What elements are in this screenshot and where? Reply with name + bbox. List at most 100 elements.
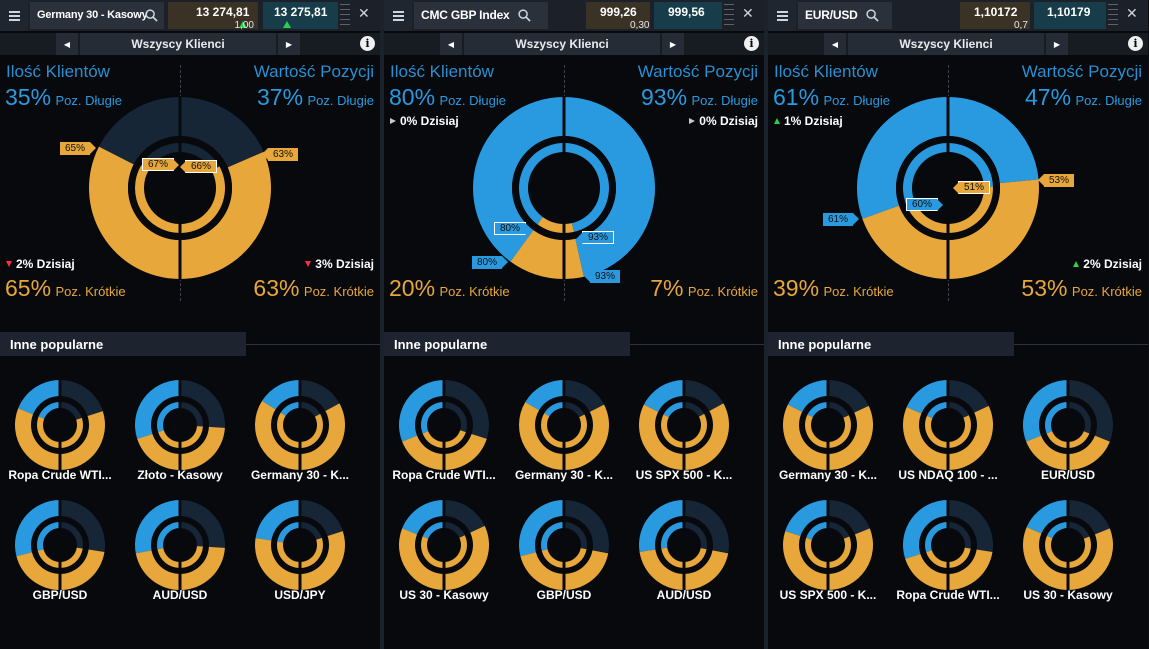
mini-inner-clients-short-arc xyxy=(421,536,444,568)
sell-price-button[interactable]: 13 274,81 xyxy=(168,2,258,29)
popular-instrument[interactable]: Germany 30 - K... xyxy=(240,372,360,484)
popular-instrument[interactable]: AUD/USD xyxy=(624,492,744,604)
popular-instrument[interactable]: US 30 - Kasowy xyxy=(1008,492,1128,604)
filter-prev-button[interactable]: ◀ xyxy=(440,33,462,55)
mini-inner-position-long-arc xyxy=(684,522,707,550)
filter-prev-button[interactable]: ◀ xyxy=(824,33,846,55)
mini-inner-clients-short-arc xyxy=(422,431,444,448)
position-title: Wartość Pozycji xyxy=(637,62,758,81)
up-arrow-icon xyxy=(1073,261,1080,267)
instrument-search[interactable]: CMC GBP Index xyxy=(414,2,548,29)
filter-value[interactable]: Wszyscy Klienci xyxy=(80,33,276,55)
drag-handle[interactable] xyxy=(340,4,350,27)
popular-instrument[interactable]: Ropa Crude WTI... xyxy=(888,492,1008,604)
mini-donut xyxy=(255,380,345,470)
position-long: 47% Poz. Długie xyxy=(1025,84,1142,111)
mini-clients-short-arc xyxy=(255,400,300,470)
mini-position-long-arc xyxy=(828,500,870,535)
mini-inner-clients-long-arc xyxy=(806,522,828,540)
mini-clients-long-arc xyxy=(519,500,564,557)
instrument-label: Germany 30 - K... xyxy=(514,468,614,482)
info-icon[interactable]: i xyxy=(1128,36,1143,51)
close-icon[interactable]: ✕ xyxy=(358,5,370,21)
popular-instrument[interactable]: Germany 30 - K... xyxy=(504,372,624,484)
mini-position-long-arc xyxy=(180,500,225,548)
close-icon[interactable]: ✕ xyxy=(1126,5,1138,21)
mini-inner-position-long-arc xyxy=(180,402,203,427)
search-icon[interactable] xyxy=(145,9,158,22)
popular-instrument[interactable]: Germany 30 - K... xyxy=(768,372,888,484)
instrument-label: GBP/USD xyxy=(536,588,592,602)
instrument-search[interactable]: Germany 30 - Kasowy xyxy=(30,2,164,29)
popular-instrument[interactable]: AUD/USD xyxy=(120,492,240,604)
mini-clients-long-arc xyxy=(399,380,444,442)
clients-long: 61% Poz. Długie xyxy=(773,84,890,111)
filter-next-button[interactable]: ▶ xyxy=(1046,33,1068,55)
mini-inner-position-long-arc xyxy=(948,522,971,549)
long-label: Poz. Długie xyxy=(691,93,758,108)
popular-instrument[interactable]: US SPX 500 - K... xyxy=(768,492,888,604)
divider xyxy=(630,344,764,345)
filter-next-button[interactable]: ▶ xyxy=(278,33,300,55)
popular-instrument[interactable]: US NDAQ 100 - ... xyxy=(888,372,1008,484)
info-icon[interactable]: i xyxy=(744,36,759,51)
mini-inner-position-short-arc xyxy=(948,415,971,448)
mini-position-long-arc xyxy=(60,500,105,553)
mini-inner-clients-long-arc xyxy=(926,402,948,419)
position-outer-short-arc xyxy=(948,179,1039,279)
short-label: Poz. Krótkie xyxy=(1071,284,1142,299)
popular-instrument[interactable]: USD/JPY xyxy=(240,492,360,604)
position-outer-tag: 63% xyxy=(261,148,299,161)
popular-instrument[interactable]: US 30 - Kasowy xyxy=(384,492,504,604)
filter-prev-button[interactable]: ◀ xyxy=(56,33,78,55)
popular-instrument[interactable]: US SPX 500 - K... xyxy=(624,372,744,484)
buy-price-button[interactable]: 13 275,81 xyxy=(263,2,338,29)
clients-today-label: 2% Dzisiaj xyxy=(16,257,75,271)
clients-long: 80% Poz. Długie xyxy=(389,84,506,111)
search-icon[interactable] xyxy=(866,9,879,22)
mini-position-short-arc xyxy=(948,549,993,590)
popular-instrument[interactable]: GBP/USD xyxy=(504,492,624,604)
mini-inner-position-long-arc xyxy=(60,402,82,420)
mini-donut xyxy=(903,500,993,590)
instrument-name: CMC GBP Index xyxy=(421,8,510,22)
clients-inner-long-arc xyxy=(519,143,564,225)
mini-inner-position-long-arc xyxy=(564,402,585,418)
popular-instrument[interactable]: Ropa Crude WTI... xyxy=(384,372,504,484)
panel-separator xyxy=(764,0,768,649)
sell-price-button[interactable]: 1,10172 xyxy=(960,2,1030,29)
filter-value[interactable]: Wszyscy Klienci xyxy=(464,33,660,55)
filter-value[interactable]: Wszyscy Klienci xyxy=(848,33,1044,55)
sell-price-button[interactable]: 999,26 xyxy=(586,2,650,29)
popular-instrument[interactable]: Ropa Crude WTI... xyxy=(0,372,120,484)
mini-inner-position-short-arc xyxy=(1068,431,1090,448)
info-icon[interactable]: i xyxy=(360,36,375,51)
menu-button[interactable] xyxy=(768,0,796,31)
clients-outer-tag: 80% xyxy=(472,256,509,269)
instrument-label: Ropa Crude WTI... xyxy=(8,468,112,482)
position-long: 93% Poz. Długie xyxy=(641,84,758,111)
mini-inner-clients-long-arc xyxy=(541,522,564,551)
buy-price-button[interactable]: 1,10179 xyxy=(1034,2,1106,29)
drag-handle[interactable] xyxy=(724,4,734,27)
mini-inner-position-short-arc xyxy=(444,535,467,568)
popular-instrument[interactable]: GBP/USD xyxy=(0,492,120,604)
clients-inner-tag: 80% xyxy=(494,222,532,235)
mini-clients-short-arc xyxy=(903,407,948,470)
mini-inner-position-long-arc xyxy=(180,522,203,547)
search-icon[interactable] xyxy=(518,9,531,22)
drag-handle[interactable] xyxy=(1108,4,1118,27)
menu-button[interactable] xyxy=(384,0,412,31)
instrument-label: GBP/USD xyxy=(32,588,88,602)
mini-clients-short-arc xyxy=(16,552,60,590)
popular-instrument[interactable]: EUR/USD xyxy=(1008,372,1128,484)
menu-button[interactable] xyxy=(0,0,28,31)
buy-price-button[interactable]: 999,56 xyxy=(654,2,722,29)
instrument-search[interactable]: EUR/USD xyxy=(798,2,892,29)
popular-instrument[interactable]: Złoto - Kasowy xyxy=(120,372,240,484)
position-today-label: 0% Dzisiaj xyxy=(699,114,758,128)
close-icon[interactable]: ✕ xyxy=(742,5,754,21)
mini-clients-short-arc xyxy=(399,528,444,590)
instrument-label: USD/JPY xyxy=(274,588,326,602)
filter-next-button[interactable]: ▶ xyxy=(662,33,684,55)
